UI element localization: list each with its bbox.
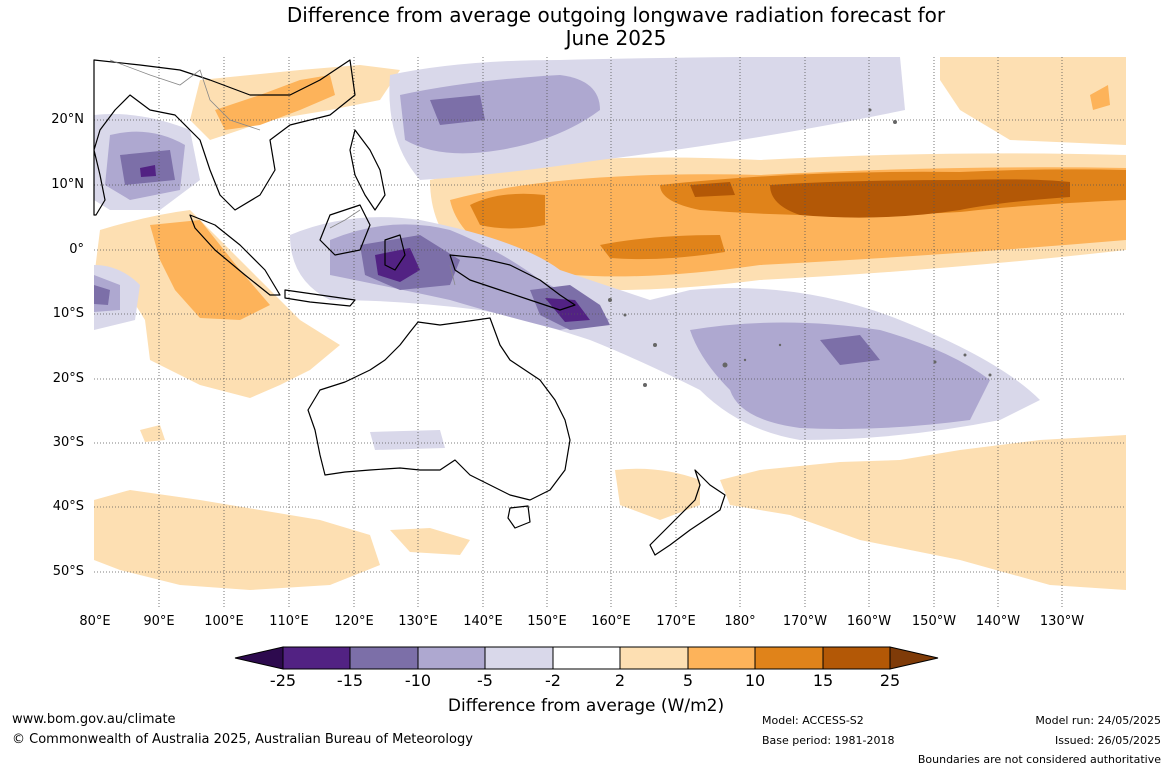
colorbar-tick-label: 25	[879, 671, 901, 690]
lon-label: 80°E	[79, 614, 111, 629]
country-borders	[109, 59, 456, 286]
lat-label: 0°	[69, 242, 84, 257]
lon-label: 140°W	[975, 614, 1021, 629]
lon-label: 100°E	[204, 614, 244, 629]
pacific-islands	[608, 108, 992, 387]
colorbar-segment	[417, 646, 486, 670]
anomaly-deepest-purple	[140, 165, 590, 322]
lon-label: 90°E	[143, 614, 175, 629]
colorbar-segment	[349, 646, 419, 670]
lat-label: 10°N	[51, 177, 84, 192]
graticule	[94, 57, 1126, 607]
lon-label: 140°E	[463, 614, 503, 629]
asia-mainland-coastline	[93, 59, 356, 211]
colorbar-segment	[282, 646, 351, 670]
anomaly-deep-orange	[690, 179, 1070, 218]
colorbar-tick-label: 2	[614, 671, 626, 690]
sulawesi-coastline	[384, 234, 406, 271]
title-line-1: Difference from average outgoing longwav…	[286, 3, 946, 27]
lon-label: 170°E	[656, 614, 696, 629]
colorbar-segment	[552, 646, 621, 670]
lon-label: 150°W	[911, 614, 957, 629]
colorbar-segment	[822, 646, 891, 670]
copyright-text: © Commonwealth of Australia 2025, Austra…	[12, 732, 473, 747]
model-run-date: Model run: 24/05/2025	[1035, 714, 1161, 727]
lat-label: 20°S	[52, 371, 84, 386]
java-coastline	[284, 289, 356, 307]
colorbar-tick-label: -25	[269, 671, 297, 690]
lon-label: 130°W	[1039, 614, 1085, 629]
lon-label: 130°E	[398, 614, 438, 629]
colorbar-max-triangle	[889, 646, 939, 670]
philippines-coastline	[349, 129, 386, 211]
lon-label: 160°E	[591, 614, 631, 629]
colorbar-segment	[687, 646, 756, 670]
lat-label: 30°S	[52, 435, 84, 450]
issued-date: Issued: 26/05/2025	[1054, 734, 1161, 747]
lat-label: 10°S	[52, 306, 84, 321]
colorbar-tick-label: 15	[812, 671, 834, 690]
chart-title: Difference from average outgoing longwav…	[0, 4, 1173, 50]
website-link[interactable]: www.bom.gov.au/climate	[12, 712, 176, 727]
boundary-disclaimer: Boundaries are not considered authoritat…	[917, 753, 1161, 766]
colorbar-title: Difference from average (W/m2)	[447, 696, 725, 716]
colorbar-min-triangle	[234, 646, 284, 670]
new-zealand-coastline	[649, 469, 726, 556]
lat-label: 50°S	[52, 564, 84, 579]
lat-label: 40°S	[52, 499, 84, 514]
lon-label: 170°W	[782, 614, 828, 629]
lon-label: 150°E	[527, 614, 567, 629]
colorbar-segment	[754, 646, 824, 670]
lat-label: 20°N	[51, 112, 84, 127]
coastlines	[93, 59, 726, 556]
australia-coastline	[307, 317, 571, 501]
colorbar-tick-label: 10	[744, 671, 766, 690]
colorbar-segment	[484, 646, 554, 670]
lon-label: 180°	[724, 614, 756, 629]
colorbar-tick-label: -5	[477, 671, 493, 690]
title-line-2: June 2025	[565, 26, 667, 50]
lon-label: 110°E	[269, 614, 309, 629]
borneo-coastline	[319, 204, 371, 256]
new-guinea-coastline	[449, 254, 576, 311]
colorbar	[234, 646, 939, 670]
lon-label: 120°E	[334, 614, 374, 629]
india-coastline	[93, 149, 106, 216]
colorbar-segment	[619, 646, 689, 670]
base-period: Base period: 1981-2018	[762, 734, 895, 747]
colorbar-tick-label: -10	[404, 671, 432, 690]
tasmania-coastline	[507, 505, 531, 529]
model-name: Model: ACCESS-S2	[762, 714, 864, 727]
colorbar-tick-label: -2	[545, 671, 561, 690]
colorbar-tick-label: 5	[682, 671, 694, 690]
sumatra-coastline	[189, 214, 281, 296]
colorbar-tick-label: -15	[336, 671, 364, 690]
lon-label: 160°W	[846, 614, 892, 629]
